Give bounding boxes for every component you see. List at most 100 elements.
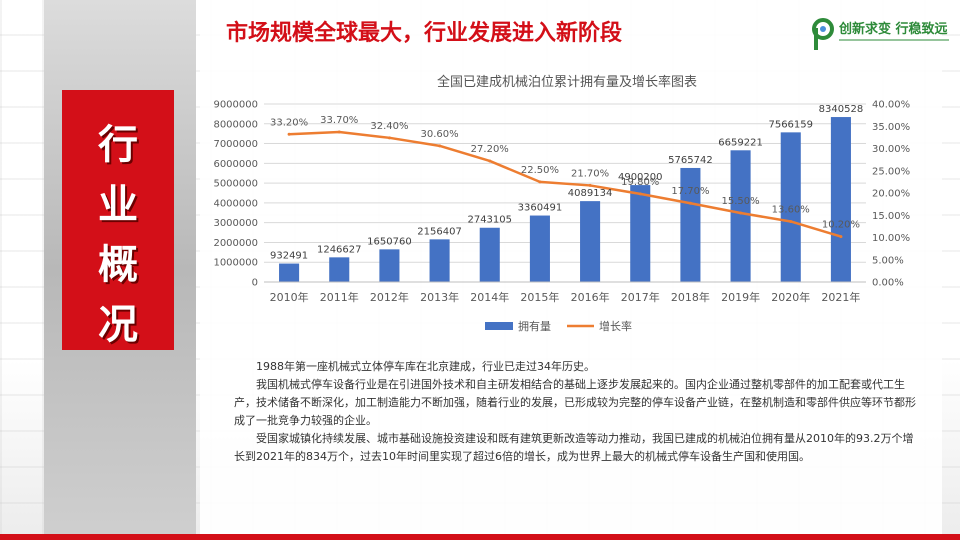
legend-label-line: 增长率 bbox=[599, 319, 632, 333]
right-axis-tick-label: 20.00% bbox=[872, 189, 910, 200]
growth-rate-label: 27.20% bbox=[471, 144, 509, 155]
bar-value-label: 1650760 bbox=[367, 236, 412, 247]
chart-title: 全国已建成机械泊位累计拥有量及增长率图表 bbox=[437, 74, 697, 90]
x-axis-tick-label: 2016年 bbox=[571, 290, 610, 304]
left-axis-tick-label: 1000000 bbox=[213, 258, 258, 269]
growth-rate-label: 30.60% bbox=[421, 129, 459, 140]
company-logo: 创新求变 行稳致远 bbox=[812, 18, 952, 54]
right-axis-tick-label: 0.00% bbox=[872, 278, 904, 289]
paragraph-industry: 我国机械式停车设备行业是在引进国外技术和自主研发相结合的基础上逐步发展起来的。国… bbox=[234, 378, 916, 427]
growth-rate-label: 22.50% bbox=[521, 165, 559, 176]
bar bbox=[830, 117, 851, 282]
left-axis-tick-label: 0 bbox=[252, 278, 258, 289]
growth-rate-point bbox=[789, 219, 793, 223]
bar bbox=[780, 132, 801, 282]
growth-rate-point bbox=[538, 180, 542, 184]
slide-title: 市场规模全球最大，行业发展进入新阶段 bbox=[226, 21, 623, 46]
section-title-char: 行 bbox=[98, 121, 138, 168]
growth-rate-label: 10.20% bbox=[822, 220, 860, 231]
bar-value-label: 8340528 bbox=[819, 104, 864, 115]
left-axis-tick-label: 8000000 bbox=[213, 119, 258, 130]
left-axis-tick-label: 6000000 bbox=[213, 159, 258, 170]
x-axis-tick-label: 2010年 bbox=[270, 290, 309, 304]
logo-subtext-decoration bbox=[839, 38, 949, 43]
bar bbox=[379, 249, 400, 282]
content-card bbox=[200, 0, 942, 540]
bottom-accent-bar bbox=[0, 534, 960, 540]
x-axis-tick-label: 2011年 bbox=[320, 290, 359, 304]
x-axis-tick-label: 2020年 bbox=[771, 290, 810, 304]
bar bbox=[630, 185, 651, 282]
bar-value-label: 4900200 bbox=[618, 172, 663, 183]
bar bbox=[429, 239, 450, 282]
growth-rate-label: 21.70% bbox=[571, 168, 609, 179]
growth-rate-label: 17.70% bbox=[671, 186, 709, 197]
growth-rate-point bbox=[387, 136, 391, 140]
x-axis-tick-label: 2019年 bbox=[721, 290, 760, 304]
growth-rate-label: 33.20% bbox=[270, 117, 308, 128]
logo-slogan: 创新求变 行稳致远 bbox=[839, 22, 948, 37]
bar bbox=[479, 227, 500, 282]
right-axis-tick-label: 5.00% bbox=[872, 255, 904, 266]
growth-rate-point bbox=[739, 211, 743, 215]
right-axis-tick-label: 35.00% bbox=[872, 122, 910, 133]
bar bbox=[680, 167, 701, 282]
bar-value-label: 2156407 bbox=[417, 226, 462, 237]
section-title-char: 业 bbox=[98, 181, 138, 228]
left-axis-tick-label: 3000000 bbox=[213, 218, 258, 229]
x-axis-tick-label: 2018年 bbox=[671, 290, 710, 304]
bar-value-label: 1246627 bbox=[317, 244, 362, 255]
right-axis-tick-label: 40.00% bbox=[872, 100, 910, 111]
x-axis-tick-label: 2012年 bbox=[370, 290, 409, 304]
right-axis-tick-label: 30.00% bbox=[872, 144, 910, 155]
growth-rate-label: 32.40% bbox=[370, 121, 408, 132]
growth-rate-point bbox=[337, 130, 341, 134]
legend-label-bar: 拥有量 bbox=[518, 319, 551, 333]
bar bbox=[580, 201, 601, 282]
bar-value-label: 4089134 bbox=[568, 188, 613, 199]
left-axis-tick-label: 7000000 bbox=[213, 139, 258, 150]
growth-rate-line bbox=[289, 130, 842, 238]
growth-rate-point bbox=[839, 235, 843, 239]
bar-value-label: 5765742 bbox=[668, 155, 713, 166]
growth-rate-point bbox=[438, 144, 442, 148]
bar-value-label: 6659221 bbox=[718, 137, 763, 148]
x-axis-tick-label: 2017年 bbox=[621, 290, 660, 304]
right-axis-tick-label: 15.00% bbox=[872, 211, 910, 222]
x-axis-tick-label: 2013年 bbox=[420, 290, 459, 304]
left-axis-tick-label: 2000000 bbox=[213, 238, 258, 249]
x-axis-tick-label: 2021年 bbox=[821, 290, 860, 304]
legend-swatch-bar bbox=[485, 322, 513, 330]
x-axis-tick-label: 2015年 bbox=[520, 290, 559, 304]
right-axis-tick-label: 10.00% bbox=[872, 233, 910, 244]
bar bbox=[279, 263, 300, 282]
bar-value-label: 3360491 bbox=[518, 203, 563, 214]
left-axis-tick-label: 5000000 bbox=[213, 179, 258, 190]
growth-rate-point bbox=[588, 183, 592, 187]
growth-rate-point bbox=[488, 159, 492, 163]
bar-value-label: 2743105 bbox=[467, 215, 512, 226]
bar bbox=[529, 215, 550, 282]
bar-value-label: 7566159 bbox=[768, 119, 813, 130]
paragraph-history: 1988年第一座机械式立体停车库在北京建成，行业已走过34年历史。 bbox=[256, 360, 595, 373]
growth-rate-label: 13.60% bbox=[772, 204, 810, 215]
bar-value-label: 932491 bbox=[270, 251, 308, 262]
growth-rate-label: 33.70% bbox=[320, 115, 358, 126]
growth-rate-point bbox=[688, 201, 692, 205]
section-title-char: 概 bbox=[98, 241, 138, 288]
body-text: 1988年第一座机械式立体停车库在北京建成，行业已走过34年历史。 我国机械式停… bbox=[234, 358, 924, 466]
bar bbox=[730, 150, 751, 282]
section-title-char: 况 bbox=[98, 301, 138, 348]
left-axis-tick-label: 4000000 bbox=[213, 198, 258, 209]
left-axis-tick-label: 9000000 bbox=[213, 100, 258, 111]
paragraph-growth: 受国家城镇化持续发展、城市基础设施投资建设和既有建筑更新改造等动力推动，我国已建… bbox=[234, 432, 914, 463]
growth-rate-label: 19.80% bbox=[621, 177, 659, 188]
growth-rate-label: 15.50% bbox=[722, 196, 760, 207]
x-axis-tick-label: 2014年 bbox=[470, 290, 509, 304]
right-axis-tick-label: 25.00% bbox=[872, 166, 910, 177]
bar bbox=[329, 257, 350, 282]
logo-mark-icon bbox=[812, 18, 834, 50]
section-title-panel: 行 业 概 况 bbox=[62, 90, 174, 350]
growth-rate-point bbox=[287, 132, 291, 136]
